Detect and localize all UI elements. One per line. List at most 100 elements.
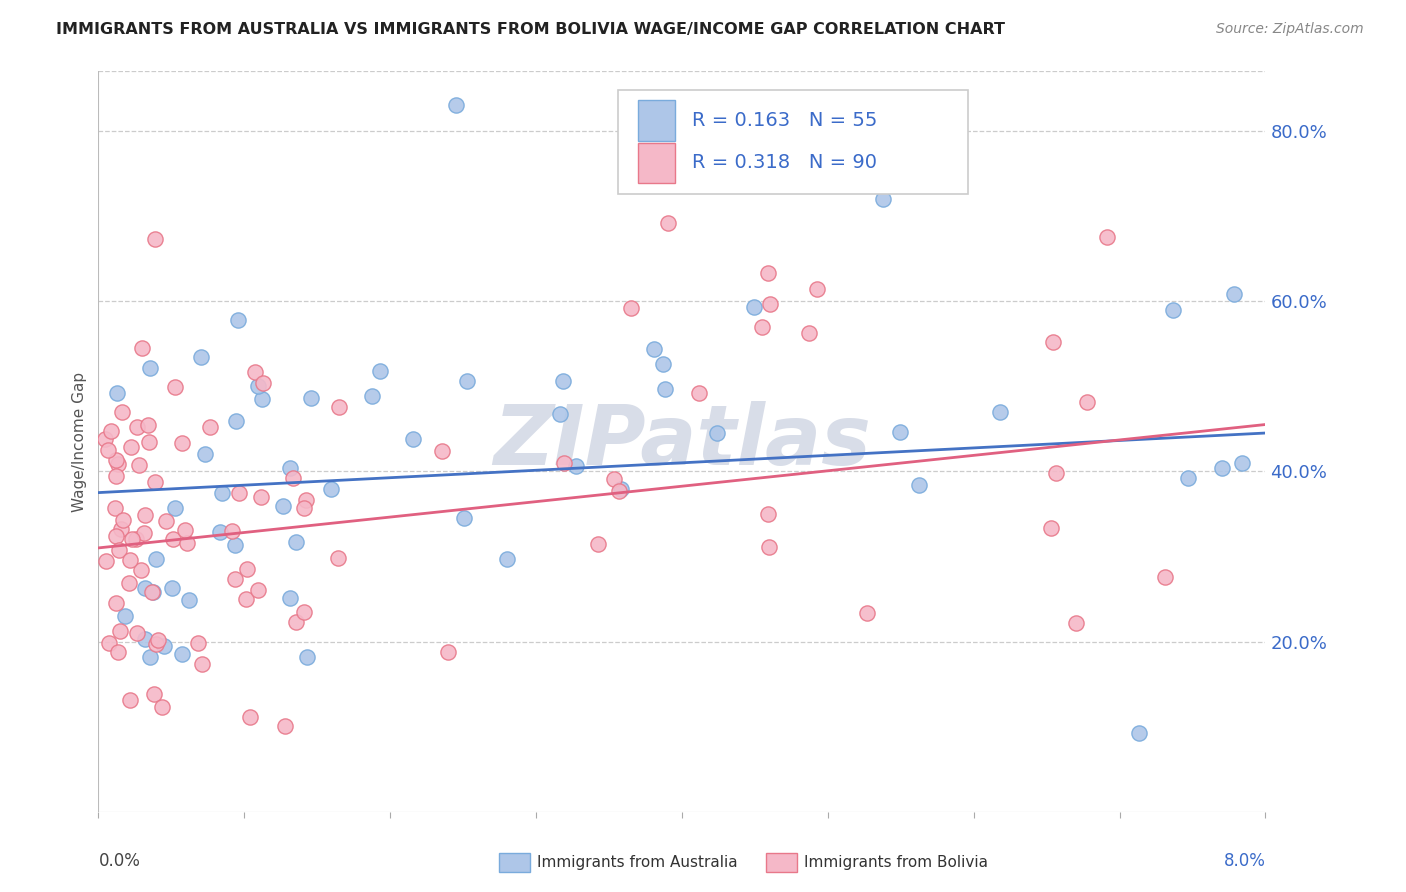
Point [243, 365, 266, 379]
Point [292, 605, 315, 619]
Point [586, 537, 609, 551]
Point [224, 538, 246, 552]
Point [165, 501, 187, 516]
Point [274, 719, 297, 733]
Point [610, 483, 633, 497]
Point [799, 326, 821, 340]
Point [453, 511, 475, 525]
Point [889, 425, 911, 440]
Point [142, 584, 165, 599]
Point [278, 461, 301, 475]
Point [1177, 470, 1199, 484]
Point [121, 532, 143, 546]
Point [190, 350, 212, 364]
Point [643, 342, 665, 356]
Point [120, 440, 142, 454]
Point [430, 443, 453, 458]
Point [295, 650, 318, 665]
Point [148, 633, 170, 648]
Point [100, 424, 122, 438]
Point [104, 596, 127, 610]
Point [236, 562, 259, 576]
Point [170, 435, 193, 450]
Point [179, 592, 201, 607]
Point [688, 385, 710, 400]
Point [319, 482, 342, 496]
Point [145, 637, 167, 651]
Point [187, 636, 209, 650]
Point [444, 98, 467, 112]
Point [225, 414, 247, 428]
Point [125, 420, 148, 434]
Point [602, 472, 624, 486]
Text: Immigrants from Australia: Immigrants from Australia [537, 855, 738, 870]
Point [246, 379, 269, 393]
Point [401, 432, 423, 446]
Point [758, 297, 780, 311]
Point [107, 457, 129, 471]
Point [328, 400, 350, 414]
Point [496, 552, 519, 566]
Point [235, 592, 257, 607]
Point [104, 453, 127, 467]
Point [118, 575, 141, 590]
Point [143, 475, 166, 490]
Point [198, 419, 221, 434]
Point [128, 458, 150, 472]
Text: 8.0%: 8.0% [1223, 853, 1265, 871]
Point [138, 435, 160, 450]
Point [1042, 335, 1064, 350]
Point [456, 375, 478, 389]
Point [173, 523, 195, 537]
Point [224, 572, 246, 586]
Point [176, 536, 198, 550]
Point [620, 301, 643, 315]
Point [607, 484, 630, 499]
Point [97, 443, 120, 458]
Point [108, 542, 131, 557]
Point [132, 525, 155, 540]
Point [271, 499, 294, 513]
Point [284, 615, 307, 629]
FancyBboxPatch shape [637, 100, 675, 141]
Point [564, 459, 586, 474]
Point [278, 591, 301, 605]
Point [252, 376, 274, 391]
Point [1223, 286, 1246, 301]
Point [104, 469, 127, 483]
Point [1128, 726, 1150, 740]
Point [226, 313, 249, 327]
Point [326, 550, 349, 565]
Y-axis label: Wage/Income Gap: Wage/Income Gap [72, 371, 87, 512]
Point [98, 636, 121, 650]
Point [170, 647, 193, 661]
Text: Immigrants from Bolivia: Immigrants from Bolivia [804, 855, 988, 870]
Point [1232, 456, 1254, 470]
Point [1095, 230, 1118, 244]
Text: Source: ZipAtlas.com: Source: ZipAtlas.com [1216, 22, 1364, 37]
Point [139, 649, 162, 664]
Point [908, 478, 931, 492]
Point [553, 457, 575, 471]
Point [1161, 302, 1184, 317]
Text: ZIPatlas: ZIPatlas [494, 401, 870, 482]
Point [134, 632, 156, 647]
Point [134, 508, 156, 522]
Point [651, 357, 673, 371]
Point [758, 540, 780, 554]
Point [105, 528, 128, 542]
Point [162, 581, 184, 595]
Point [163, 380, 186, 394]
Point [657, 216, 679, 230]
Point [1064, 615, 1087, 630]
Point [125, 533, 148, 547]
Point [1211, 460, 1233, 475]
Text: 0.0%: 0.0% [98, 853, 141, 871]
Point [706, 425, 728, 440]
Point [162, 533, 184, 547]
Point [437, 644, 460, 658]
Point [249, 490, 271, 504]
Point [94, 432, 117, 446]
Point [228, 486, 250, 500]
Point [654, 382, 676, 396]
